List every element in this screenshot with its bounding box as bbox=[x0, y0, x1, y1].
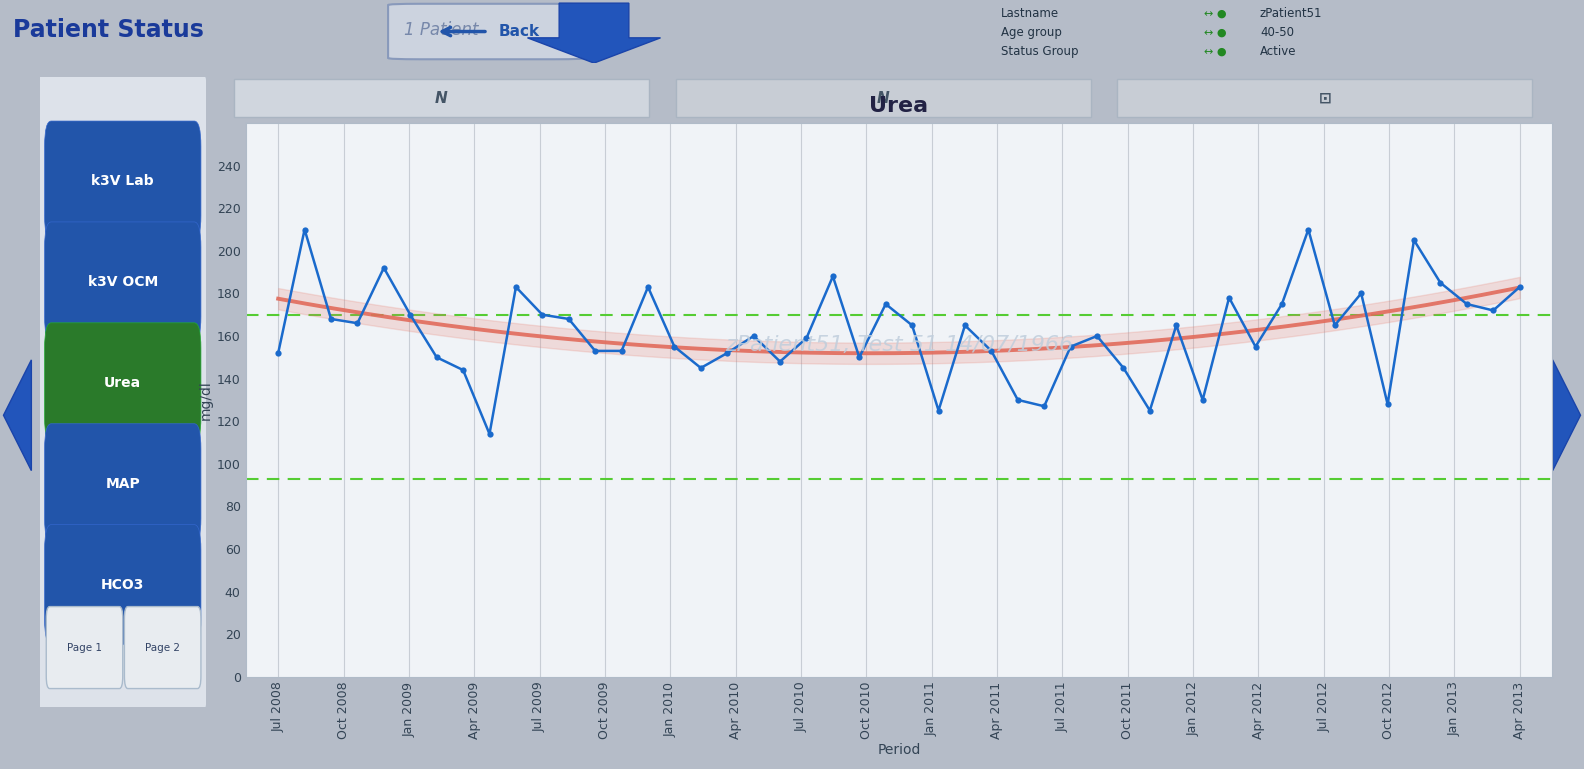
Text: Lastname: Lastname bbox=[1001, 8, 1060, 20]
Text: zPatient51, Test 51 14/07/1966: zPatient51, Test 51 14/07/1966 bbox=[725, 335, 1072, 355]
FancyBboxPatch shape bbox=[125, 607, 201, 688]
Text: N: N bbox=[876, 91, 890, 105]
Text: zPatient51: zPatient51 bbox=[1259, 8, 1323, 20]
Text: k3V Lab: k3V Lab bbox=[92, 174, 154, 188]
Text: 40-50: 40-50 bbox=[1259, 26, 1294, 39]
FancyBboxPatch shape bbox=[44, 424, 201, 544]
Text: Patient Status: Patient Status bbox=[13, 18, 204, 42]
FancyBboxPatch shape bbox=[1117, 79, 1532, 117]
FancyBboxPatch shape bbox=[44, 524, 201, 644]
FancyBboxPatch shape bbox=[44, 222, 201, 341]
Title: Urea: Urea bbox=[870, 96, 928, 116]
FancyBboxPatch shape bbox=[44, 323, 201, 443]
Text: Back: Back bbox=[499, 24, 540, 39]
Text: ↔ ●: ↔ ● bbox=[1204, 9, 1226, 19]
Text: Age group: Age group bbox=[1001, 26, 1063, 39]
FancyBboxPatch shape bbox=[388, 4, 586, 59]
FancyBboxPatch shape bbox=[44, 121, 201, 241]
Text: MAP: MAP bbox=[106, 477, 139, 491]
FancyBboxPatch shape bbox=[676, 79, 1090, 117]
Text: Page 2: Page 2 bbox=[146, 643, 181, 653]
Text: N: N bbox=[436, 91, 448, 105]
Y-axis label: mg/dl: mg/dl bbox=[198, 380, 212, 420]
Text: k3V OCM: k3V OCM bbox=[87, 275, 158, 289]
Polygon shape bbox=[3, 360, 32, 471]
Text: ↔ ●: ↔ ● bbox=[1204, 28, 1226, 38]
FancyBboxPatch shape bbox=[38, 71, 208, 714]
Text: Page 1: Page 1 bbox=[67, 643, 101, 653]
Text: HCO3: HCO3 bbox=[101, 578, 144, 591]
FancyBboxPatch shape bbox=[234, 79, 649, 117]
FancyBboxPatch shape bbox=[46, 607, 124, 688]
Polygon shape bbox=[527, 3, 661, 63]
Text: 1 Patient: 1 Patient bbox=[404, 22, 478, 39]
Text: Status Group: Status Group bbox=[1001, 45, 1079, 58]
Text: Urea: Urea bbox=[105, 376, 141, 390]
X-axis label: Period: Period bbox=[878, 744, 920, 757]
Text: ↔ ●: ↔ ● bbox=[1204, 47, 1226, 57]
Text: Active: Active bbox=[1259, 45, 1296, 58]
Text: ⊡: ⊡ bbox=[1318, 91, 1331, 105]
Polygon shape bbox=[1552, 360, 1581, 471]
